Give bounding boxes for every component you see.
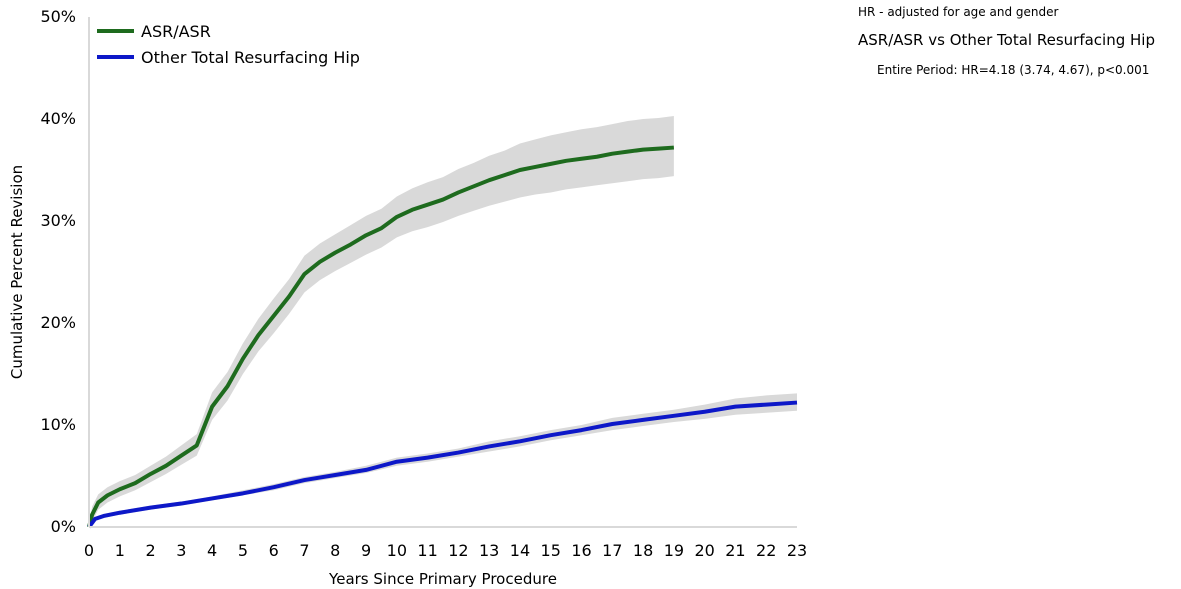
x-tick-label-2: 2 [145,541,155,560]
x-tick-label-15: 15 [541,541,561,560]
confidence-band-other-total-resurfacing-hip [89,393,797,527]
x-tick-label-1: 1 [115,541,125,560]
y-tick-label-10: 10% [40,415,76,434]
x-tick-label-17: 17 [602,541,622,560]
confidence-band-asr-asr [89,115,674,527]
x-axis-label: Years Since Primary Procedure [328,570,557,588]
x-tick-label-5: 5 [238,541,248,560]
x-tick-label-7: 7 [299,541,309,560]
y-tick-label-50: 50% [40,7,76,26]
series-line-other-total-resurfacing-hip [87,400,798,529]
x-tick-label-22: 22 [756,541,776,560]
x-tick-label-0: 0 [84,541,94,560]
hr-note: HR - adjusted for age and gender [858,5,1059,19]
x-tick-label-11: 11 [417,541,437,560]
x-tick-label-8: 8 [330,541,340,560]
confidence-bands [89,115,797,527]
x-tick-label-10: 10 [387,541,407,560]
x-tick-label-9: 9 [361,541,371,560]
x-tick-label-23: 23 [787,541,807,560]
x-tick-label-21: 21 [725,541,745,560]
tick-labels: 0 1 2 3 4 5 6 7 8 9 10 11 12 13 14 15 16 17 18 19 20 21 22 230%… [40,7,807,560]
x-tick-label-16: 16 [571,541,591,560]
legend-label-other-resurfacing: Other Total Resurfacing Hip [141,48,360,67]
x-tick-label-6: 6 [269,541,279,560]
x-tick-label-20: 20 [694,541,714,560]
x-tick-label-12: 12 [448,541,468,560]
x-tick-label-13: 13 [479,541,499,560]
y-axis-label: Cumulative Percent Revision [8,165,26,379]
legend: ASR/ASR Other Total Resurfacing Hip [97,22,360,67]
hr-comparison: ASR/ASR vs Other Total Resurfacing Hip [858,31,1155,49]
legend-label-asr: ASR/ASR [141,22,211,41]
y-tick-label-20: 20% [40,313,76,332]
series-line-asr-asr [87,145,675,528]
x-tick-label-19: 19 [664,541,684,560]
x-tick-label-3: 3 [176,541,186,560]
y-tick-label-30: 30% [40,211,76,230]
hr-period: Entire Period: HR=4.18 (3.74, 4.67), p<0… [877,63,1150,77]
axes [88,17,797,528]
series-lines [87,145,798,529]
x-tick-label-18: 18 [633,541,653,560]
y-tick-label-40: 40% [40,109,76,128]
x-tick-label-4: 4 [207,541,217,560]
y-tick-label-0: 0% [51,517,76,536]
x-tick-label-14: 14 [510,541,530,560]
